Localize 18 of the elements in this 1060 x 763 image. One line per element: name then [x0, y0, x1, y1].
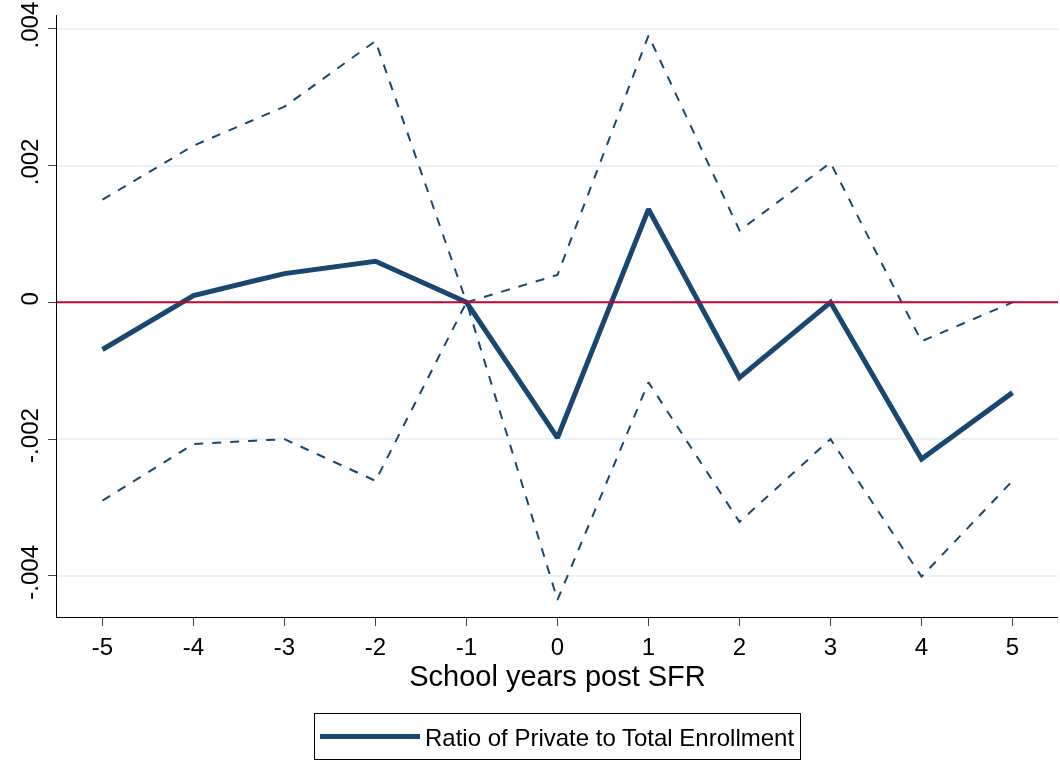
x-tick-label: 2: [732, 632, 747, 660]
x-tick-label: 0: [550, 632, 565, 660]
x-tick-label: -1: [455, 632, 478, 660]
y-tick-label: .004: [16, 1, 44, 49]
y-tick-label: 0: [16, 292, 44, 306]
legend-label: Ratio of Private to Total Enrollment: [425, 723, 795, 751]
x-tick-label: 5: [1005, 632, 1020, 660]
x-tick-label: 4: [914, 632, 929, 660]
x-tick-label: 3: [823, 632, 838, 660]
x-tick-label: -3: [273, 632, 296, 660]
y-tick-label: -.002: [16, 408, 44, 463]
x-tick-label: -5: [91, 632, 114, 660]
x-tick-label: -4: [182, 632, 205, 660]
x-tick-label: 1: [641, 632, 656, 660]
x-tick-label: -2: [364, 632, 387, 660]
y-tick-label: -.004: [16, 545, 44, 600]
x-axis-title: School years post SFR: [409, 659, 706, 692]
y-tick-label: .002: [16, 138, 44, 186]
